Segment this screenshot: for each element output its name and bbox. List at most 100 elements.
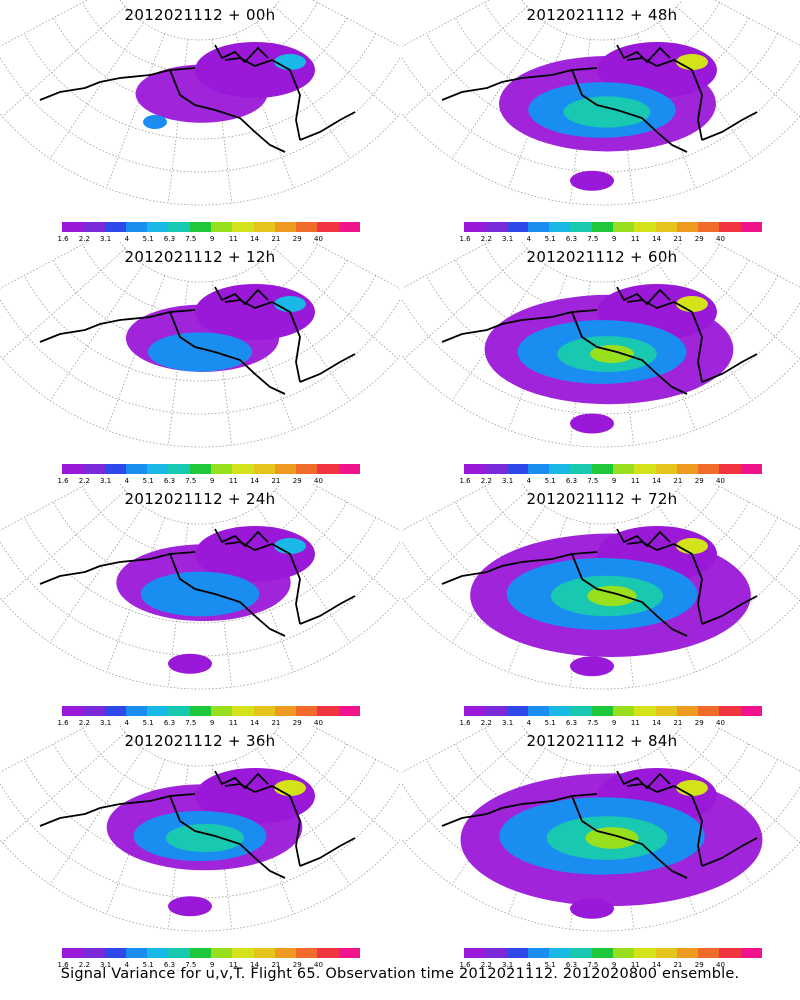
colorbar [62,948,360,958]
colorbar-tick-label: 21 [673,477,683,485]
colorbar-tick-label: 5.1 [544,477,556,485]
longitude-line [256,264,351,401]
colorbar-labels: 1.6 2.2 3.1 4 5.1 6.3 7.5 9 11 14 21 29 40 [57,961,360,971]
colorbar-tick-label: 4 [526,719,532,727]
latitude-line [425,33,779,140]
longitude-line [274,248,398,359]
longitude-line [402,242,491,289]
colorbar-swatch [464,464,486,474]
colorbar-swatch [506,948,528,958]
colorbar-tick-label: 7.5 [185,477,197,485]
longitude-line [0,0,89,47]
latitude-line [23,517,377,624]
colorbar-tick-label: 9 [611,235,617,243]
colorbar-swatch [485,948,507,958]
colorbar-swatch [655,464,677,474]
field-contour-peak [590,345,634,363]
longitude-line [234,33,294,189]
colorbar-tick-label: 1.6 [459,961,471,969]
colorbar-tick-label: 14 [652,961,662,969]
colorbar-tick-label: 7.5 [185,961,197,969]
coastlines [441,44,758,153]
longitude-line [2,490,126,601]
colorbar-tick-label: 40 [716,961,725,969]
latitude-line [521,484,683,525]
field-contour-low [570,656,614,677]
colorbar-tick-label: 29 [694,961,704,969]
colorbar-swatch [719,948,741,958]
colorbar-tick-label: 4 [124,235,130,243]
colorbar-tick-label: 6.3 [565,961,578,969]
colorbar-tick-label: 2.2 [78,719,90,727]
colorbar-tick-label: 6.3 [163,235,176,243]
colorbar-tick-label: 1.6 [57,235,69,243]
coastline [169,795,286,879]
colorbar-tick-label: 14 [250,961,260,969]
longitude-line [234,759,294,915]
longitude-line [658,22,753,159]
map-panel-p60: 2012021112 + 60h 1.6 2.2 3.1 4 5.1 6.3 7.5 9 11 14… [402,242,800,487]
colorbar-tick-label: 21 [271,477,281,485]
field-contour-high [274,296,306,312]
coastline [441,551,598,585]
longitude-line [404,732,528,843]
colorbar-swatch [62,948,84,958]
longitude-line [508,517,568,673]
longitude-line [211,765,233,930]
colorbar-swatch [62,222,84,232]
colorbar-swatch [83,706,105,716]
colorbar-swatch [296,222,318,232]
colorbar-labels: 1.6 2.2 3.1 4 5.1 6.3 7.5 9 11 14 21 29 40 [459,961,762,971]
coastline [616,528,671,548]
longitude-line [2,732,126,843]
latitude-line [521,726,683,767]
coastline [299,111,356,141]
colorbar-tick-label: 9 [611,961,617,969]
colorbar-tick-label: 4 [124,719,130,727]
colorbar-swatch [527,222,550,232]
colorbar-tick-label: 29 [694,477,704,485]
longitude-line [402,484,491,531]
colorbar-swatch [506,464,528,474]
colorbar-tick-label: 14 [652,719,662,727]
colorbar-swatch [676,464,699,474]
colorbar-swatch [634,706,656,716]
colorbar-swatch [253,464,275,474]
colorbar-swatch [719,222,741,232]
colorbar-tick-label: 21 [271,961,281,969]
map-panel-p84: 2012021112 + 84h 1.6 2.2 3.1 4 5.1 6.3 7.5 9 11 14… [402,726,800,971]
colorbar-swatch [232,222,254,232]
colorbar-tick-label: 6.3 [565,235,578,243]
field-contour-high [274,538,306,554]
colorbar-tick-label: 6.3 [163,477,176,485]
colorbar-swatch [253,222,275,232]
colorbar-tick-label: 2.2 [78,477,90,485]
colorbar-swatch [104,222,126,232]
longitude-line [274,6,398,117]
map-plot [402,242,800,448]
longitude-line [404,248,528,359]
panel-title: 2012021112 + 72h [526,490,678,508]
variance-field [499,42,717,191]
colorbar-swatch [210,464,233,474]
colorbar-swatch [527,464,550,474]
longitude-line [0,242,89,289]
field-contour-high [676,780,708,796]
field-contour-low [168,896,212,917]
longitude-line [49,748,144,885]
colorbar-tick-label: 7.5 [587,235,599,243]
colorbar-tick-label: 29 [694,235,704,243]
latitude-line [425,275,779,382]
colorbar-tick-label: 40 [314,235,323,243]
map-plot [0,726,400,932]
colorbar-tick-label: 2.2 [78,961,90,969]
field-contour-low [168,653,212,674]
colorbar-tick-label: 3.1 [100,719,112,727]
latitude-line [402,113,800,206]
coastlines [39,770,356,879]
field-contour-peak [585,827,639,849]
colorbar-tick-label: 3.1 [502,235,514,243]
colorbar-swatch [253,706,275,716]
longitude-line [508,33,568,189]
coastline [616,44,671,64]
